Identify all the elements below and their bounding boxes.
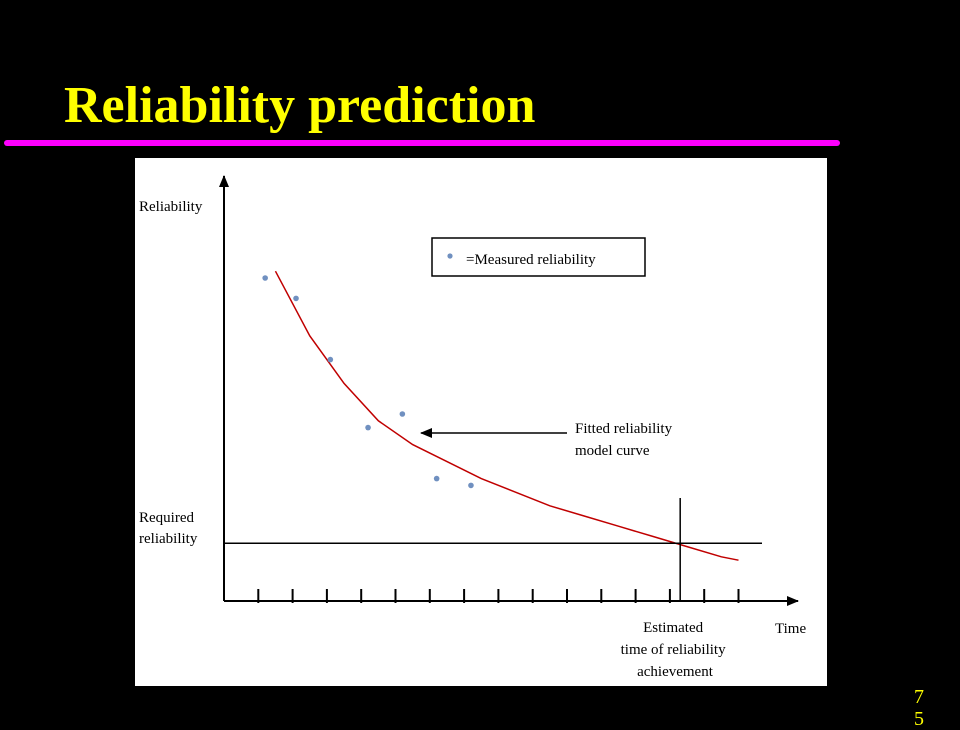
reliability-chart: Reliability Time Required reliability Es… [139, 175, 806, 680]
title-underline [4, 140, 840, 146]
legend: =Measured reliability [431, 237, 646, 277]
y-axis-label: Reliability [139, 199, 203, 215]
measured-point-6 [433, 475, 440, 482]
estimated-label-line-3: achievement [637, 664, 714, 680]
annotation-label: Fitted reliability model curve [575, 421, 676, 459]
annotation-line-1: Fitted reliability [575, 421, 673, 437]
measured-points [262, 275, 474, 489]
reliability-figure: Reliability Time Required reliability Es… [135, 158, 827, 686]
x-tick-marks [257, 589, 740, 603]
slide-title: Reliability prediction [64, 77, 536, 134]
required-label-line-1: Required [139, 510, 194, 526]
measured-point-4 [365, 424, 371, 431]
x-axis-label: Time [775, 621, 806, 637]
legend-marker [447, 253, 453, 259]
estimated-label-line-2: time of reliability [621, 642, 726, 658]
curve-annotation: Fitted reliability model curve [420, 421, 676, 459]
measured-point-2 [293, 295, 299, 302]
legend-label: =Measured reliability [466, 252, 596, 268]
estimated-time-label: Estimated time of reliability achievemen… [621, 620, 730, 680]
legend-box [431, 237, 646, 277]
measured-point-5 [399, 411, 406, 417]
measured-point-7 [468, 482, 474, 489]
measured-point-1 [262, 275, 268, 281]
required-reliability-label: Required reliability [139, 510, 198, 547]
required-label-line-2: reliability [139, 531, 198, 547]
measured-point-3 [327, 356, 334, 363]
fitted-reliability-curve [274, 270, 739, 561]
estimated-label-line-1: Estimated [643, 620, 703, 636]
page-number: 75 [914, 686, 924, 730]
annotation-line-2: model curve [575, 443, 650, 459]
